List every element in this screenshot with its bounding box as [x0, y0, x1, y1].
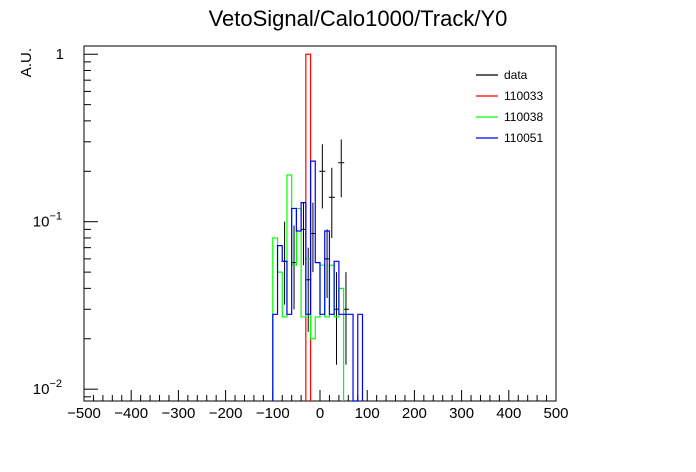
- series-110051-bin: [287, 314, 292, 401]
- y-axis-label: A.U.: [18, 48, 35, 77]
- series-110051-bin: [296, 231, 301, 401]
- series-110051-bin: [315, 263, 320, 401]
- y-tick-label: 1: [56, 46, 64, 63]
- series-110051-bin: [334, 261, 339, 401]
- plot-area: −500 −400 −300 −200 −100 0 100 200 300 400 50010−2…: [33, 45, 569, 422]
- series-110051-bin: [306, 314, 311, 401]
- chart-title: VetoSignal/Calo1000/Track/Y0: [209, 6, 508, 31]
- series-110051-bin: [325, 231, 330, 401]
- y-tick-exponent: −1: [49, 211, 62, 223]
- x-tick-label: 400: [496, 405, 521, 422]
- series-110051-bin: [301, 203, 306, 401]
- legend-label-110051: 110051: [504, 131, 543, 145]
- y-tick-label: 10−2: [33, 378, 62, 398]
- x-tick-label: 100: [355, 405, 380, 422]
- legend-label-data: data: [504, 68, 528, 82]
- series-110051-bin: [320, 314, 325, 401]
- x-tick-label: −200: [209, 405, 243, 422]
- series-110051-bin: [282, 261, 287, 401]
- series-data: [281, 139, 349, 365]
- series-110051-bin: [292, 208, 297, 401]
- x-tick-label: 200: [402, 405, 427, 422]
- legend-label-110038: 110038: [504, 110, 543, 124]
- series-110051: [272, 160, 364, 402]
- series-110038-outline: [272, 174, 345, 401]
- y-tick-base: 10: [33, 214, 50, 231]
- x-tick-label: −300: [162, 405, 196, 422]
- x-tick-label: 0: [316, 405, 324, 422]
- y-tick-label: 10−1: [33, 211, 62, 231]
- y-tick-base: 1: [56, 46, 64, 63]
- x-tick-label: 300: [449, 405, 474, 422]
- series-110051-bin: [329, 314, 334, 401]
- y-tick-exponent: −2: [49, 378, 62, 390]
- series-110051-bin: [311, 161, 316, 401]
- series-110038: [272, 174, 345, 401]
- x-tick-label: −500: [67, 405, 101, 422]
- y-tick-base: 10: [33, 381, 50, 398]
- series-110051-bin: [348, 314, 353, 401]
- series-110051-outline: [272, 160, 364, 402]
- legend-label-110033: 110033: [504, 89, 543, 103]
- series-110051-bin: [278, 246, 283, 401]
- series-110051-bin: [273, 314, 278, 401]
- legend: data 110033 110038 110051: [476, 68, 543, 145]
- series-110051-bin: [358, 314, 363, 401]
- x-tick-label: −400: [114, 405, 148, 422]
- x-tick-label: −100: [256, 405, 290, 422]
- series-110051-bin: [344, 314, 349, 401]
- x-tick-label: 500: [543, 405, 568, 422]
- series-110051-bin: [339, 314, 344, 401]
